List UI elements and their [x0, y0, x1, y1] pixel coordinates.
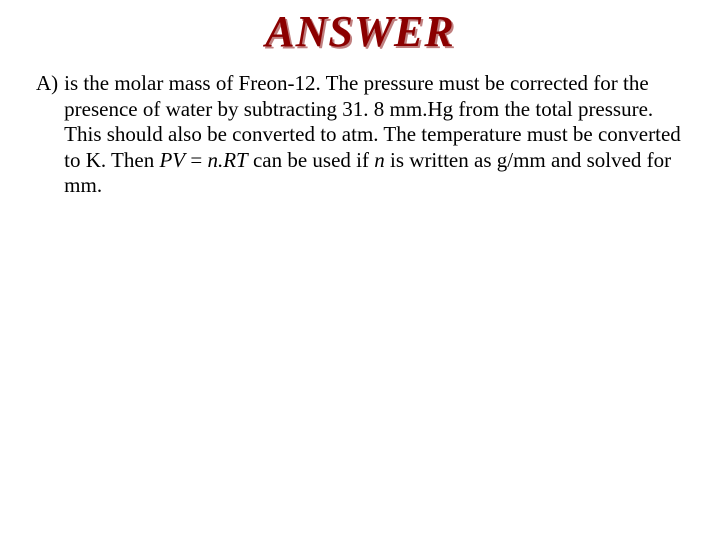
answer-title: ANSWER — [0, 6, 720, 57]
equation-n: n — [374, 148, 385, 172]
item-label: A) — [36, 71, 64, 97]
answer-body: A) is the molar mass of Freon-12. The pr… — [0, 71, 720, 199]
equation-eq: = — [185, 148, 207, 172]
text-part-2: can be used if — [248, 148, 375, 172]
equation-nrt: n.RT — [207, 148, 247, 172]
answer-item-a: A) is the molar mass of Freon-12. The pr… — [36, 71, 684, 199]
equation-pv: PV — [159, 148, 185, 172]
item-text: is the molar mass of Freon-12. The press… — [64, 71, 684, 199]
